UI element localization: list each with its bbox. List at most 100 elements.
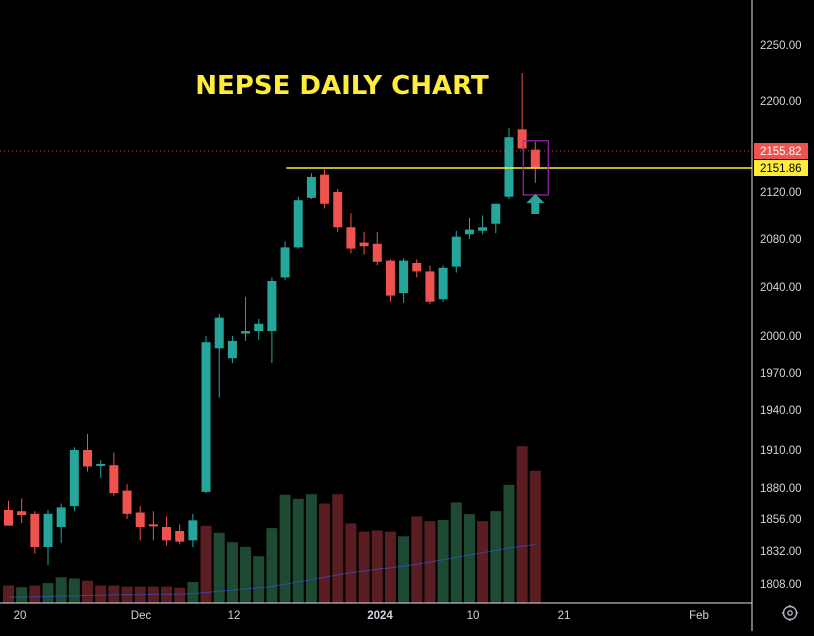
volume-bar [305,494,317,603]
candle-body [385,260,395,296]
candle [438,265,448,302]
volume-bar [319,503,331,603]
price-tick-label: 1970.00 [760,368,802,380]
candle-body [83,450,93,467]
candle-body [30,513,40,547]
candle [17,498,27,523]
candle [372,231,382,266]
candle-body [293,200,303,248]
volume-bar [279,494,291,603]
candle-body [162,527,172,541]
candle [425,265,435,305]
candle-body [122,490,132,514]
candle [346,213,356,254]
candle [293,196,303,249]
candle [451,230,461,273]
price-tick-label: 1940.00 [760,405,802,417]
candle-body [254,323,264,332]
candle-body [320,174,330,204]
candle [43,509,53,565]
volume-bar [384,531,396,603]
price-tick-label: 2120.00 [760,187,802,199]
candle [320,169,330,209]
volume-bar [187,581,199,603]
candle [214,313,224,398]
candle [280,241,290,280]
price-label: 2155.82 [754,143,808,159]
candle-body [306,176,316,198]
volume-bar [108,585,120,603]
candle [385,259,395,302]
candle [162,516,172,546]
volume-bar [371,530,383,603]
candle [267,277,277,364]
arrow-up-icon [526,194,545,214]
candle-body [425,271,435,302]
candle [333,188,343,232]
candle-body [43,513,53,547]
time-tick-label: 2024 [367,610,393,622]
volume-bar [200,525,212,603]
volume-bar [82,580,94,603]
candle [148,511,158,541]
overlay-layer [0,140,752,214]
candle-body [148,524,158,527]
candle-body [175,531,185,542]
candle [530,141,540,183]
volume-layer [3,446,541,603]
price-tick-label: 2000.00 [760,331,802,343]
candle-body [517,129,527,149]
price-label-text: 2155.82 [760,146,802,158]
volume-bar [16,587,28,603]
time-tick-label: Feb [689,610,709,622]
candle [175,524,185,545]
volume-bar [477,521,489,603]
candle [478,215,488,235]
candle-body [56,507,66,527]
candle-body [504,137,514,197]
candle-body [96,463,106,466]
volume-bar [174,587,186,603]
volume-bar [147,586,159,603]
volume-bar [226,542,238,603]
candle-body [438,267,448,300]
candle [241,296,251,341]
candle-body [451,236,461,267]
volume-bar [266,528,278,603]
volume-bar [463,514,475,603]
price-label: 2151.86 [754,160,808,176]
volume-bar [358,531,370,603]
chart-title: NEPSE DAILY CHART [195,71,489,101]
price-label-box [754,160,808,176]
price-tick-label: 2080.00 [760,234,802,246]
candle [412,259,422,278]
volume-bar [213,532,225,603]
chart-settings-button[interactable] [780,603,800,623]
volume-bar [332,494,344,603]
candle [201,336,211,494]
time-tick-label: 12 [228,610,241,622]
price-tick-label: 1856.00 [760,514,802,526]
candle [491,203,501,234]
candle [56,503,66,543]
candle-body [69,450,79,507]
candle [188,513,198,547]
candle-body [530,149,540,169]
candle [69,447,79,512]
candle [504,128,514,200]
candle-body [412,263,422,272]
candle-body [359,242,369,247]
candle [517,73,527,150]
volume-bar [292,498,304,603]
volume-bar [398,536,410,603]
candle [227,336,237,364]
volume-bar [529,470,541,603]
candle-body [491,203,501,224]
candle-layer [4,73,540,565]
price-tick-label: 2040.00 [760,282,802,294]
volume-bar [516,446,528,603]
volume-bar [161,586,173,603]
volume-bar [490,511,502,603]
